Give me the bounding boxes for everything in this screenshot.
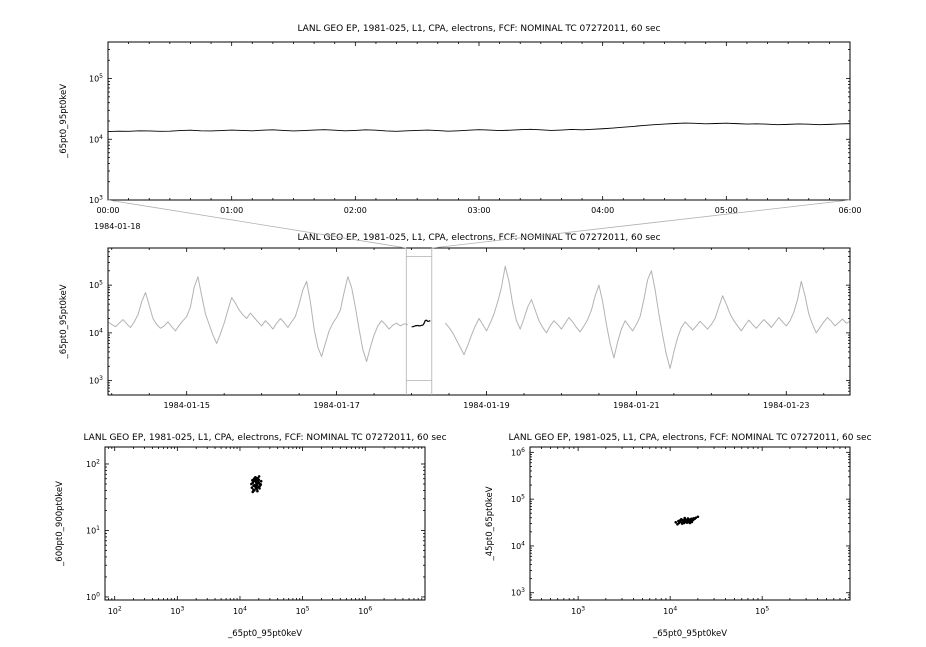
tick-label: 103	[511, 587, 525, 598]
panel-p3: 102 103 104 105 106 100 101 102 LANL GEO EP, 198…	[55, 433, 447, 639]
series-context-after-gap	[444, 265, 851, 369]
tick-label: 104	[511, 540, 525, 551]
tick-label: 106	[358, 606, 372, 617]
y-axis-label-p4: _45pt0_65pt0keV	[485, 486, 495, 561]
axis-tick-labels-p2: 1984-01-15 1984-01-17 1984-01-19 1984-01-21…	[89, 280, 810, 410]
series-flux-65-95keV	[107, 122, 851, 133]
tick-label: 06:00	[838, 206, 861, 215]
tick-label: 00:00	[96, 206, 119, 215]
tick-label: 103	[170, 606, 184, 617]
axis-tick-labels-p1: 00:00 01:00 02:00 03:00 04:00 05:00 06:00 103 10…	[89, 73, 862, 215]
tick-label: 1984-01-17	[313, 401, 360, 410]
tick-label: 105	[89, 73, 103, 84]
tick-label: 105	[511, 494, 525, 505]
panel-p1: 00:00 01:00 02:00 03:00 04:00 05:00 06:00 103 10…	[59, 24, 862, 231]
panel-p2: 1984-01-15 1984-01-17 1984-01-19 1984-01-21…	[59, 233, 851, 410]
x-axis-offset-date-p1: 1984-01-18	[94, 222, 141, 231]
tick-label: 1984-01-15	[163, 401, 210, 410]
tick-label: 1984-01-21	[613, 401, 660, 410]
plot-frame-p1	[107, 41, 851, 201]
tick-label: 03:00	[467, 206, 490, 215]
tick-label: 106	[511, 447, 525, 458]
series-selected-interval	[411, 319, 431, 328]
tick-label: 104	[233, 606, 247, 617]
plot-area-p3[interactable]	[105, 447, 425, 600]
zoom-connector-right	[431, 199, 851, 249]
tick-label: 104	[89, 134, 103, 145]
tick-label: 104	[663, 606, 677, 617]
tick-label: 105	[755, 606, 769, 617]
tick-label: 103	[89, 195, 103, 206]
tick-label: 105	[89, 280, 103, 291]
tick-label: 103	[571, 606, 585, 617]
tick-label: 05:00	[715, 206, 738, 215]
x-axis-label-p3: _65pt0_95pt0keV	[227, 629, 302, 639]
tick-label: 01:00	[220, 206, 243, 215]
zoom-selection[interactable]	[107, 199, 851, 395]
y-axis-label-p3: _600pt0_900pt0keV	[55, 481, 65, 567]
tick-label: 1984-01-23	[763, 401, 810, 410]
plot-area-p2[interactable]	[108, 248, 850, 395]
axis-tick-labels-p4: 103 104 105 103 104 105 106	[511, 447, 769, 616]
x-axis-label-p4: _65pt0_95pt0keV	[652, 629, 727, 639]
tick-label: 1984-01-19	[463, 401, 510, 410]
tick-label: 02:00	[344, 206, 367, 215]
tick-label: 04:00	[591, 206, 614, 215]
tick-label: 102	[108, 606, 122, 617]
y-axis-label-p2: _65pt0_95pt0keV	[59, 284, 69, 359]
series-context-before-gap	[107, 276, 408, 363]
panel-p4: 103 104 105 103 104 105 106 LANL GEO EP, 1981-0…	[485, 433, 872, 639]
plot-frame-p3	[104, 446, 426, 601]
panel-title-p1: LANL GEO EP, 1981-025, L1, CPA, electron…	[297, 24, 660, 34]
tick-label: 103	[89, 375, 103, 386]
tick-label: 101	[86, 525, 100, 536]
panel-title-p3: LANL GEO EP, 1981-025, L1, CPA, electron…	[83, 433, 446, 443]
plot-area-p1[interactable]	[108, 42, 850, 200]
tick-label: 100	[86, 591, 100, 602]
zoom-connector-left	[107, 199, 407, 249]
tick-label: 102	[86, 458, 100, 469]
panel-title-p4: LANL GEO EP, 1981-025, L1, CPA, electron…	[508, 433, 871, 443]
y-axis-label-p1: _65pt0_95pt0keV	[59, 84, 69, 159]
axis-tick-labels-p3: 102 103 104 105 106 100 101 102	[86, 458, 372, 616]
panel-title-p2: LANL GEO EP, 1981-025, L1, CPA, electron…	[297, 233, 660, 243]
plot-frame-p4	[529, 446, 851, 601]
tick-label: 105	[296, 606, 310, 617]
series-scatter-45-65-vs-65-95	[674, 515, 700, 526]
series-scatter-600-900-vs-65-95	[250, 475, 263, 494]
plot-frame-p2	[107, 247, 851, 396]
tick-label: 104	[89, 327, 103, 338]
